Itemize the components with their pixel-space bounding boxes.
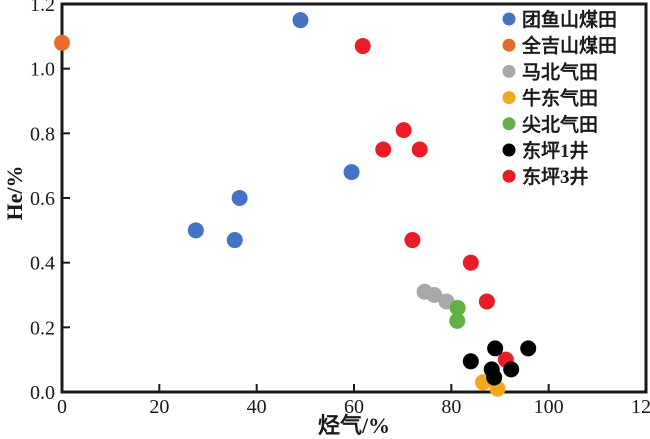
legend-item: 团鱼山煤田 — [502, 8, 617, 31]
y-tick-label: 0.8 — [30, 123, 55, 145]
data-point — [426, 287, 443, 303]
legend-label: 团鱼山煤田 — [522, 8, 617, 31]
x-tick-label: 60 — [344, 396, 364, 418]
legend-item: 东坪3井 — [502, 165, 589, 188]
series-3 — [416, 283, 455, 310]
axis-labels: 烃气/% He/% — [2, 166, 390, 439]
legend-label: 尖北气田 — [522, 113, 598, 136]
series-2 — [54, 34, 70, 51]
legend-marker — [502, 38, 516, 52]
legend-marker — [502, 64, 516, 78]
y-tick-label: 0.2 — [30, 317, 55, 339]
series-6 — [462, 340, 537, 386]
y-axis-label: He/% — [2, 166, 27, 221]
legend-item: 马北气田 — [502, 60, 598, 83]
x-tick-label: 20 — [149, 396, 169, 418]
y-tick-label: 0.4 — [30, 253, 55, 275]
data-point — [486, 369, 503, 386]
data-point — [411, 141, 428, 158]
x-tick-label: 0 — [57, 396, 67, 418]
y-tick-label: 1.2 — [30, 0, 55, 16]
data-point — [354, 38, 371, 55]
legend-marker — [502, 91, 516, 105]
x-tick-label: 100 — [534, 396, 564, 418]
series-5 — [449, 299, 466, 329]
legend-label: 牛东气田 — [522, 87, 598, 110]
legend-label: 全吉山煤田 — [521, 34, 617, 57]
data-point — [462, 353, 479, 370]
legend-item: 东坪1井 — [502, 139, 589, 162]
data-point — [395, 122, 412, 139]
data-point — [231, 190, 248, 206]
data-points — [54, 12, 537, 397]
legend-label: 东坪1井 — [522, 139, 589, 162]
legend-item: 全吉山煤田 — [502, 34, 617, 57]
data-point — [292, 12, 309, 29]
legend-marker — [502, 12, 516, 26]
series-7 — [354, 38, 514, 368]
y-tick-label: 0.6 — [30, 188, 55, 210]
x-tick-label: 120 — [631, 396, 650, 418]
x-tick-label: 80 — [441, 396, 461, 418]
legend-item: 尖北气田 — [502, 113, 598, 136]
y-tick-label: 1.0 — [30, 59, 55, 81]
x-axis-label: 烃气/% — [318, 413, 390, 438]
data-point — [520, 340, 537, 357]
data-point — [487, 340, 504, 357]
data-point — [449, 312, 466, 329]
axis-ticks — [61, 3, 647, 393]
data-point — [503, 361, 520, 378]
legend-label: 东坪3井 — [522, 165, 589, 188]
axis-tick-labels: 0 20 40 60 80 100 120 0.0 0.2 0.4 0.6 0.8 1.0 1.2 — [30, 0, 650, 418]
data-point — [404, 232, 421, 249]
data-point — [226, 232, 243, 249]
data-point — [343, 164, 360, 181]
series-1 — [187, 12, 360, 249]
legend-item: 牛东气田 — [502, 87, 598, 110]
data-point — [478, 293, 495, 310]
legend-label: 马北气田 — [522, 60, 598, 83]
legend-marker — [502, 117, 516, 131]
data-point — [375, 141, 392, 158]
x-tick-label: 40 — [247, 396, 267, 418]
y-tick-label: 0.0 — [30, 382, 55, 404]
data-point — [54, 34, 70, 51]
legend-marker — [502, 143, 516, 157]
data-point — [462, 254, 479, 271]
legend-marker — [502, 169, 516, 183]
data-point — [449, 299, 466, 316]
data-point — [187, 222, 204, 239]
